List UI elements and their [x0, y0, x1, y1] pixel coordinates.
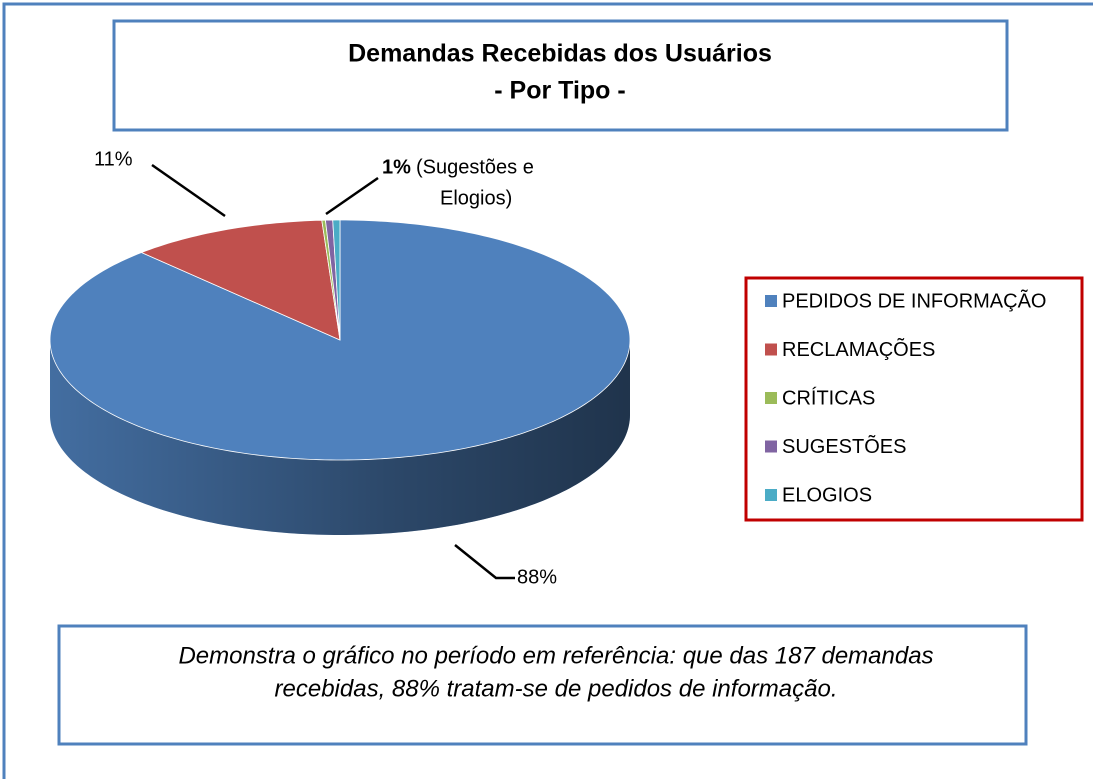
leader-line: [454, 544, 515, 580]
legend-label: RECLAMAÇÕES: [782, 337, 935, 361]
legend-swatch: [765, 295, 777, 307]
caption: recebidas, 88% tratam-se de pedidos de i…: [275, 675, 838, 702]
pie: [49, 219, 631, 535]
legend: PEDIDOS DE INFORMAÇÃO RECLAMAÇÕES CRÍTICAS…: [765, 288, 1046, 506]
value-label: 11%: [94, 148, 133, 170]
chart-title: Demandas Recebidas dos Usuários: [348, 40, 772, 68]
chart-subtitle: - Por Tipo -: [494, 77, 625, 105]
slice: [332, 219, 341, 341]
legend-swatch: [765, 392, 777, 404]
legend-label: ELOGIOS: [782, 484, 872, 506]
legend-label: PEDIDOS DE INFORMAÇÃO: [782, 288, 1046, 312]
annotation-value: 1%: [382, 156, 411, 178]
legend-swatch: [765, 343, 777, 356]
leader-line: [325, 176, 379, 216]
slice: [140, 219, 341, 341]
leader-line: [151, 163, 226, 218]
annotation-text: Elogios): [440, 187, 512, 209]
title-box: [112, 19, 1009, 132]
legend-box: [744, 276, 1084, 522]
caption-box: [57, 624, 1028, 746]
legend-label: SUGESTÕES: [782, 434, 906, 458]
annotation-text: (Sugestões e: [416, 156, 534, 178]
legend-label: CRÍTICAS: [782, 386, 875, 409]
slice-side-shade: [50, 340, 630, 535]
legend-swatch: [765, 489, 777, 501]
caption: Demonstra o gráfico no período em referê…: [178, 642, 933, 669]
value-label: 88%: [517, 566, 557, 588]
legend-swatch: [765, 440, 777, 453]
